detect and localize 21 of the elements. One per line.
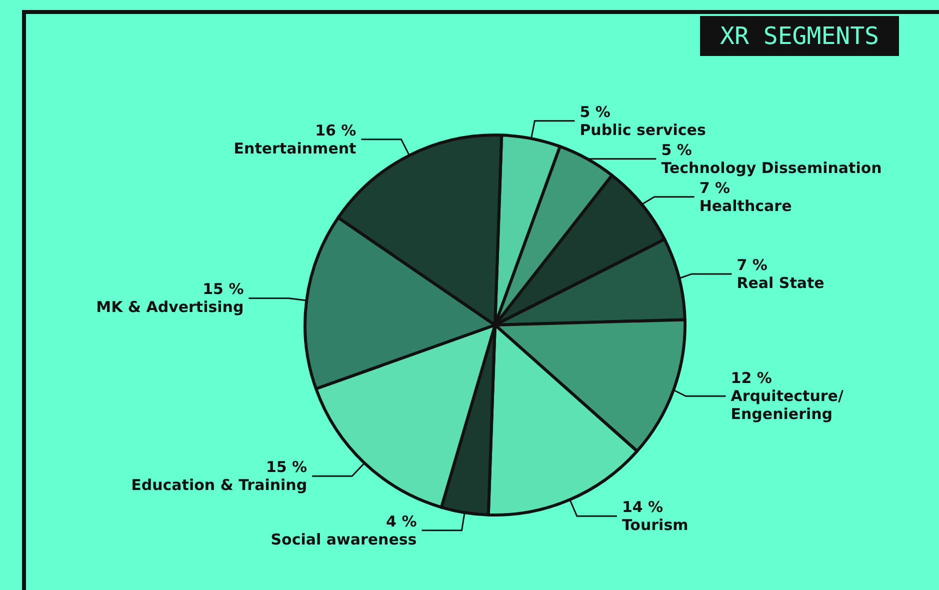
data-label: 15 % xyxy=(266,458,308,476)
slice-label: Tourism xyxy=(622,516,688,534)
slice-label: MK & Advertising xyxy=(96,298,244,316)
slice-label: Real State xyxy=(736,274,824,292)
data-label: 7 % xyxy=(699,178,730,197)
chart-title: XR SEGMENTS xyxy=(720,22,880,50)
slice-label: Social awareness xyxy=(270,530,417,548)
data-label: 5 % xyxy=(580,102,610,121)
slice-label: Public services xyxy=(580,120,706,139)
data-label: 7 % xyxy=(736,256,768,274)
slice-label: Healthcare xyxy=(699,196,792,215)
slice-label: Entertainment xyxy=(234,139,356,158)
data-label: 5 % xyxy=(661,140,692,159)
data-label: 14 % xyxy=(622,498,664,516)
data-label: 16 % xyxy=(315,121,356,140)
slice-label: Arquitecture/ Engeniering xyxy=(730,387,844,424)
slice-label: Technology Dissemination xyxy=(661,158,882,177)
slice-label: Education & Training xyxy=(131,476,308,494)
data-label: 12 % xyxy=(730,369,772,388)
data-label: 15 % xyxy=(202,280,244,298)
data-label: 4 % xyxy=(386,512,417,530)
